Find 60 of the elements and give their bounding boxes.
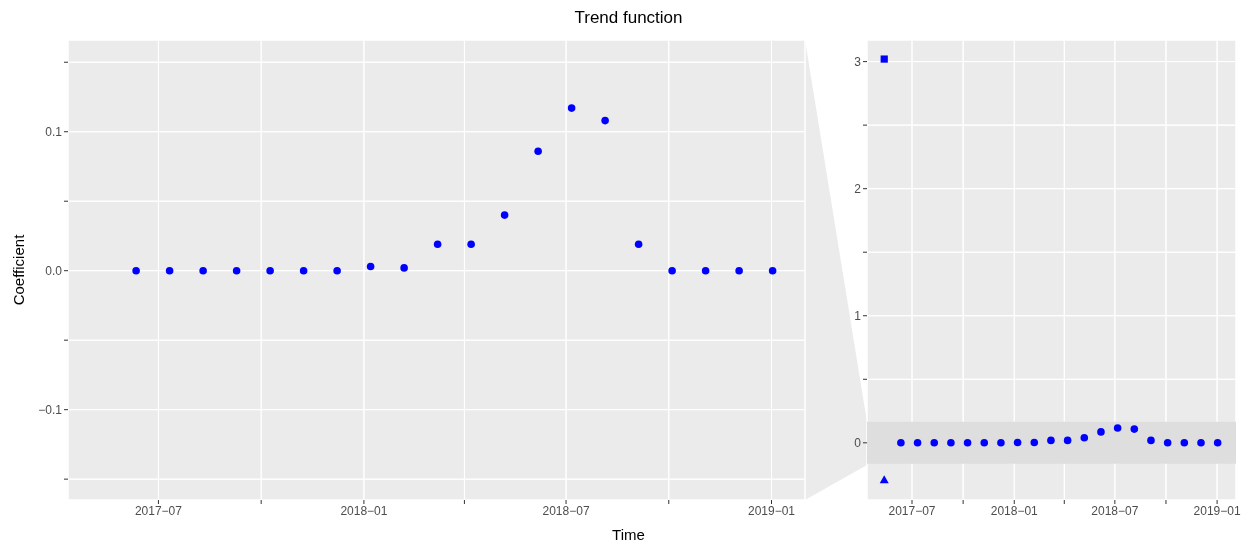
point bbox=[1197, 439, 1205, 447]
y-tick-label: 0.1 bbox=[45, 124, 63, 139]
point bbox=[433, 240, 442, 249]
point bbox=[534, 147, 542, 155]
x-tick-label: 2017−07 bbox=[134, 503, 183, 518]
x-tick-label: 2019−01 bbox=[1193, 503, 1241, 518]
y-tick-label: 1 bbox=[854, 309, 862, 324]
point bbox=[913, 439, 922, 447]
point bbox=[500, 211, 509, 219]
point bbox=[232, 266, 241, 275]
point bbox=[880, 55, 888, 63]
point bbox=[165, 266, 174, 275]
y-tick-label: 0 bbox=[854, 436, 862, 451]
point bbox=[980, 439, 989, 447]
x-tick-label: 2018−07 bbox=[1091, 503, 1139, 518]
y-tick-label: −0.1 bbox=[38, 402, 63, 417]
point bbox=[1147, 436, 1155, 445]
point bbox=[400, 264, 408, 272]
y-tick-label: 2 bbox=[854, 181, 862, 196]
point bbox=[601, 116, 609, 125]
x-tick-label: 2018−01 bbox=[340, 503, 388, 518]
x-tick-label: 2018−07 bbox=[542, 503, 590, 518]
point bbox=[1047, 436, 1055, 445]
point bbox=[1113, 424, 1122, 432]
x-axis-title: Time bbox=[611, 526, 646, 543]
point bbox=[930, 439, 939, 447]
point bbox=[768, 266, 777, 275]
point bbox=[467, 240, 475, 249]
point bbox=[1097, 428, 1105, 436]
point bbox=[963, 439, 972, 447]
point bbox=[1213, 439, 1222, 447]
point bbox=[735, 266, 743, 275]
y-axis-title: Coefficient bbox=[9, 234, 27, 306]
point bbox=[1063, 436, 1072, 445]
y-tick-label: 0.0 bbox=[45, 263, 63, 278]
y-tick-label: 3 bbox=[854, 54, 862, 69]
x-tick-label: 2019−01 bbox=[747, 503, 796, 518]
point bbox=[1130, 425, 1139, 433]
point bbox=[333, 266, 341, 275]
point bbox=[199, 266, 207, 275]
point bbox=[997, 439, 1005, 447]
point bbox=[1030, 438, 1039, 447]
point bbox=[634, 240, 643, 249]
x-tick-label: 2017−07 bbox=[888, 503, 936, 518]
point bbox=[299, 266, 308, 275]
x-tick-label: 2018−01 bbox=[990, 503, 1039, 518]
point bbox=[1080, 433, 1089, 442]
point bbox=[701, 266, 710, 275]
point bbox=[879, 475, 889, 484]
chart-title: Trend function bbox=[573, 8, 684, 28]
point bbox=[1013, 438, 1022, 447]
point bbox=[366, 262, 375, 271]
point bbox=[1180, 439, 1189, 447]
point bbox=[947, 439, 955, 447]
point bbox=[132, 266, 140, 275]
point bbox=[567, 104, 576, 112]
point bbox=[266, 266, 274, 275]
point bbox=[897, 439, 905, 447]
point bbox=[1163, 439, 1172, 447]
point bbox=[668, 266, 676, 275]
